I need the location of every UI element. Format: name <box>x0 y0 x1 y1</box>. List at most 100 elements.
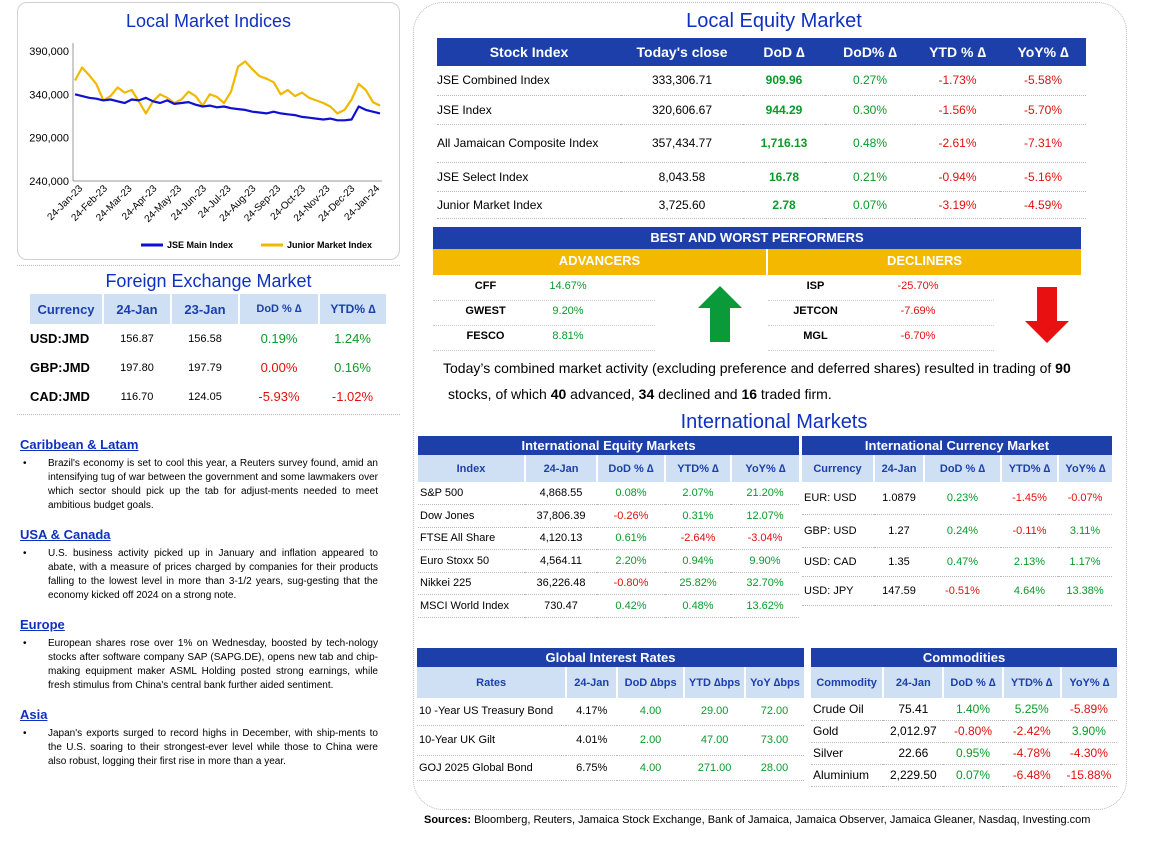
decliners-list: ISP -25.70% JETCON -7.69% MGL -6.70% <box>768 276 994 351</box>
rates-cell: 271.00 <box>697 761 732 774</box>
performer-change: -25.70% <box>897 280 939 292</box>
y-tick-label: 290,000 <box>29 133 69 145</box>
equity-row: Junior Market Index 3,725.60 2.78 0.07% -3.1… <box>437 191 1086 218</box>
fx-header-23jan: 23-Jan <box>170 294 239 324</box>
currency-header: DoD % ∆ <box>923 455 1001 482</box>
fx-cell: 0.00% <box>260 360 298 375</box>
commodities-row: Crude Oil 75.41 1.40% 5.25% -5.89% <box>811 698 1117 720</box>
equity-cell: S&P 500 <box>420 487 464 499</box>
currency-row: GBP: USD 1.27 0.24% -0.11% 3.11% <box>802 514 1112 547</box>
equity-cell: -5.16% <box>1023 169 1063 184</box>
equity-header-index: Stock Index <box>437 38 621 66</box>
equity-cell: 21.20% <box>746 487 784 499</box>
currency-cell: 1.0879 <box>882 491 916 504</box>
summary-text-3: advanced, <box>566 386 639 402</box>
rates-cell: 4.00 <box>639 761 662 774</box>
news-section: Caribbean & Latam • Brazil's economy is se… <box>20 437 390 513</box>
news-heading: Europe <box>20 617 65 632</box>
fx-cell: GBP:JMD <box>30 360 90 375</box>
performers-title: BEST AND WORST PERFORMERS <box>433 227 1081 249</box>
rates-row: 10-Year UK Gilt 4.01% 2.00 47.00 73.00 <box>417 725 804 755</box>
equity-cell: 0.31% <box>682 509 714 522</box>
intl-currency-title: International Currency Market <box>802 436 1112 455</box>
equity-cell: Junior Market Index <box>437 197 543 212</box>
commodities-title: Commodities <box>811 648 1117 667</box>
fx-header-ytd: YTD% ∆ <box>318 294 386 324</box>
commodities-cell: 5.25% <box>1014 701 1049 716</box>
commodities-cell: 0.07% <box>956 768 991 782</box>
equity-header: YoY% ∆ <box>730 455 799 482</box>
commodities-cell: 75.41 <box>898 701 929 716</box>
equity-row: All Jamaican Composite Index 357,434.77 1,… <box>437 124 1086 162</box>
equity-cell: 0.48% <box>852 136 888 150</box>
equity-cell: 36,226.48 <box>536 577 586 590</box>
equity-row: Dow Jones 37,806.39 -0.26% 0.31% 12.07% <box>418 505 799 527</box>
fx-cell: 1.24% <box>334 331 371 346</box>
equity-cell: 909.96 <box>765 73 803 88</box>
bullet-icon: • <box>23 638 27 649</box>
commodities-cell: -2.42% <box>1012 724 1051 738</box>
rates-cell: 6.75% <box>576 761 608 774</box>
equity-cell: MSCI World Index <box>420 599 510 612</box>
summary-declined: 34 <box>638 386 655 402</box>
currency-header: 24-Jan <box>873 455 924 482</box>
commodities-cell: 2,012.97 <box>889 724 937 738</box>
equity-cell: -5.70% <box>1023 102 1063 117</box>
equity-cell: 13.62% <box>746 599 784 612</box>
equity-cell: FTSE All Share <box>420 532 496 545</box>
performer-name: MGL <box>803 330 828 342</box>
bullet-icon: • <box>23 548 27 559</box>
commodities-cell: 0.95% <box>956 746 991 760</box>
equity-row: Nikkei 225 36,226.48 -0.80% 25.82% 32.70% <box>418 572 799 595</box>
currency-cell: -0.11% <box>1012 524 1047 537</box>
indices-title: Local Market Indices <box>125 11 292 31</box>
equity-row: JSE Select Index 8,043.58 16.78 0.21% -0.94%… <box>437 162 1086 191</box>
rates-cell: 72.00 <box>760 705 789 718</box>
news-item: • Brazil's economy is set to cool this ye… <box>20 457 390 513</box>
rates-header: DoD ∆bps <box>616 667 685 698</box>
rates-row: 10 -Year US Treasury Bond 4.17% 4.00 29.00 7… <box>417 698 804 725</box>
series-line <box>74 60 381 115</box>
equity-cell: -1.56% <box>938 102 977 117</box>
decliner-row: ISP -25.70% <box>768 276 994 301</box>
commodities-cell: Gold <box>813 724 839 738</box>
summary-text-4: declined and <box>654 386 742 402</box>
rates-title: Global Interest Rates <box>417 648 804 667</box>
currency-cell: -0.51% <box>945 584 980 597</box>
fx-panel: Foreign Exchange Market Currency 24-Jan … <box>17 265 400 415</box>
equity-row: FTSE All Share 4,120.13 0.61% -2.64% -3.04% <box>418 527 799 550</box>
rates-row: GOJ 2025 Global Bond 6.75% 4.00 271.00 28.00 <box>417 755 804 780</box>
equity-cell: 4,120.13 <box>539 532 583 545</box>
commodities-header: DoD % ∆ <box>942 667 1003 698</box>
rates-cell: 28.00 <box>760 761 789 774</box>
equity-cell: 320,606.67 <box>651 102 713 117</box>
rates-cell: 10-Year UK Gilt <box>419 734 496 746</box>
performer-change: -6.70% <box>900 330 936 342</box>
fx-cell: 197.79 <box>188 361 222 374</box>
commodities-header: 24-Jan <box>882 667 944 698</box>
commodities-row: Silver 22.66 0.95% -4.78% -4.30% <box>811 742 1117 764</box>
fx-cell: 0.16% <box>334 360 371 375</box>
fx-cell: -5.93% <box>258 389 300 404</box>
fx-row: GBP:JMD 197.80 197.79 0.00% 0.16% <box>30 353 386 382</box>
advancer-row: CFF 14.67% <box>433 276 655 301</box>
equity-cell: Nikkei 225 <box>420 577 472 590</box>
news-heading: USA & Canada <box>20 527 111 542</box>
rates-cell: 4.01% <box>576 734 608 746</box>
equity-cell: -3.19% <box>938 197 977 212</box>
equity-row: JSE Index 320,606.67 944.29 0.30% -1.56% -5.7… <box>437 95 1086 124</box>
equity-cell: 2.20% <box>615 554 647 567</box>
rates-table: Global Interest Rates Rates 24-Jan DoD ∆bp… <box>417 648 804 781</box>
y-tick-label: 390,000 <box>29 46 69 58</box>
summary-text-5: traded firm. <box>757 386 832 402</box>
performer-change: 14.67% <box>549 280 587 292</box>
equity-cell: All Jamaican Composite Index <box>437 136 599 150</box>
sources-label: Sources: <box>424 814 472 826</box>
currency-cell: 1.27 <box>888 524 910 537</box>
equity-cell: 0.08% <box>615 487 647 499</box>
commodities-cell: -5.89% <box>1069 701 1108 716</box>
equity-cell: 0.61% <box>615 532 647 545</box>
currency-cell: 4.64% <box>1013 584 1046 597</box>
currency-cell: 0.47% <box>946 555 979 568</box>
equity-row: MSCI World Index 730.47 0.42% 0.48% 13.62% <box>418 595 799 617</box>
